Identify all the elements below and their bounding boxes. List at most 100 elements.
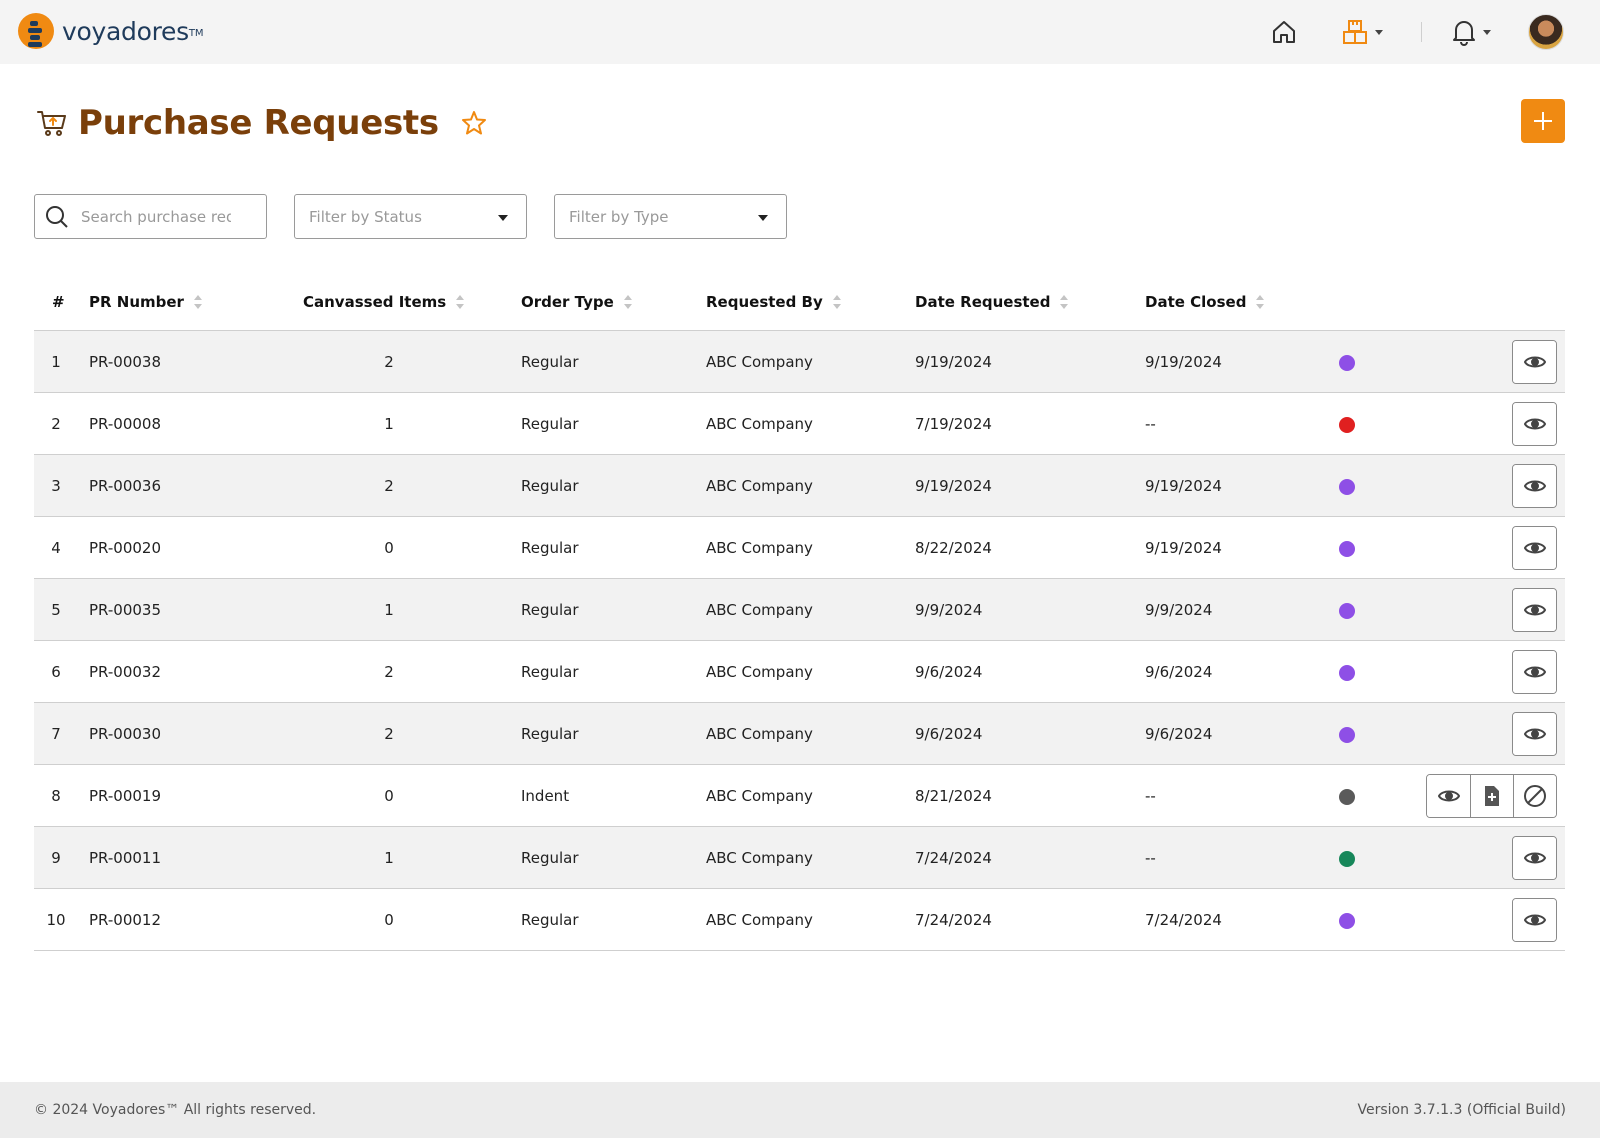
date-closed: -- (1145, 415, 1156, 433)
date-closed: 9/19/2024 (1145, 353, 1222, 371)
bell-icon (1453, 21, 1475, 46)
view-button[interactable] (1513, 713, 1556, 755)
canvassed-items-count: 0 (384, 539, 394, 557)
search-input[interactable] (81, 207, 231, 226)
pr-number: PR-00030 (89, 725, 161, 743)
view-button[interactable] (1513, 341, 1556, 383)
page-title: Purchase Requests (78, 103, 439, 143)
requested-by: ABC Company (706, 911, 813, 929)
search-icon (46, 205, 68, 228)
page-header: Purchase Requests (36, 100, 487, 146)
sort-icon (1256, 295, 1265, 309)
view-button[interactable] (1513, 651, 1556, 693)
row-number: 7 (51, 725, 61, 743)
user-avatar[interactable] (1528, 14, 1564, 50)
view-button[interactable] (1513, 837, 1556, 879)
canvassed-items-count: 2 (384, 663, 394, 681)
cancel-request-button[interactable] (1513, 775, 1556, 817)
pr-number: PR-00011 (89, 849, 161, 867)
eye-icon (1523, 914, 1546, 926)
brand-logo[interactable]: voyadores TM (18, 13, 204, 49)
date-closed: 9/9/2024 (1145, 601, 1213, 619)
file-plus-icon (1485, 786, 1499, 806)
notifications-button[interactable] (1451, 18, 1499, 46)
column-header-date-closed[interactable]: Date Closed (1145, 293, 1265, 311)
lighthouse-logo-icon (18, 13, 54, 49)
dropdown-caret-icon (498, 215, 508, 221)
order-type: Regular (521, 477, 579, 495)
row-number: 9 (51, 849, 61, 867)
table-row: 3 PR-00036 2 Regular ABC Company 9/19/2024 9/1… (34, 455, 1565, 517)
nav-divider (1421, 22, 1422, 42)
view-button[interactable] (1513, 403, 1556, 445)
canvassed-items-count: 2 (384, 477, 394, 495)
date-closed: 9/19/2024 (1145, 477, 1222, 495)
status-filter-select[interactable]: Filter by Status (294, 194, 527, 239)
boxes-menu-button[interactable] (1341, 18, 1389, 46)
column-header-date-requested[interactable]: Date Requested (915, 293, 1069, 311)
status-dot (1339, 665, 1355, 681)
row-number: 3 (51, 477, 61, 495)
sort-icon (456, 295, 465, 309)
chevron-down-icon (1483, 29, 1491, 35)
view-button[interactable] (1427, 775, 1470, 817)
status-dot (1339, 913, 1355, 929)
pr-number: PR-00032 (89, 663, 161, 681)
table-row: 9 PR-00011 1 Regular ABC Company 7/24/2024 -- (34, 827, 1565, 889)
requested-by: ABC Company (706, 415, 813, 433)
view-button[interactable] (1513, 465, 1556, 507)
column-header-order-type[interactable]: Order Type (521, 293, 632, 311)
dropdown-caret-icon (758, 215, 768, 221)
requested-by: ABC Company (706, 787, 813, 805)
footer: © 2024 Voyadores™ All rights reserved. V… (0, 1082, 1600, 1138)
status-dot (1339, 727, 1355, 743)
order-type: Regular (521, 663, 579, 681)
eye-icon (1437, 790, 1460, 802)
column-header-pr-number[interactable]: PR Number (89, 293, 202, 311)
table-row: 5 PR-00035 1 Regular ABC Company 9/9/2024 9/9/… (34, 579, 1565, 641)
chevron-down-icon (1375, 29, 1383, 35)
type-filter-select[interactable]: Filter by Type (554, 194, 787, 239)
home-icon[interactable] (1270, 18, 1298, 46)
brand-trademark: TM (188, 27, 204, 39)
eye-icon (1523, 356, 1546, 368)
row-number: 4 (51, 539, 61, 557)
pr-number: PR-00036 (89, 477, 161, 495)
row-actions (1512, 464, 1557, 508)
status-dot (1339, 355, 1355, 371)
view-button[interactable] (1513, 899, 1556, 941)
table-row: 10 PR-00012 0 Regular ABC Company 7/24/2024 7/… (34, 889, 1565, 951)
cancel-icon (1524, 785, 1546, 807)
requested-by: ABC Company (706, 725, 813, 743)
date-requested: 8/21/2024 (915, 787, 992, 805)
top-navbar: voyadores TM (0, 0, 1600, 64)
add-document-button[interactable] (1470, 775, 1513, 817)
status-dot (1339, 479, 1355, 495)
canvassed-items-count: 1 (384, 601, 394, 619)
canvassed-items-count: 1 (384, 415, 394, 433)
pr-number: PR-00038 (89, 353, 161, 371)
row-number: 1 (51, 353, 61, 371)
date-closed: -- (1145, 787, 1156, 805)
view-button[interactable] (1513, 589, 1556, 631)
date-closed: 9/6/2024 (1145, 725, 1213, 743)
eye-icon (1523, 852, 1546, 864)
eye-icon (1523, 728, 1546, 740)
date-requested: 7/24/2024 (915, 849, 992, 867)
boxes-icon (1343, 20, 1367, 44)
search-field[interactable] (34, 194, 267, 239)
sort-icon (193, 295, 202, 309)
table-row: 8 PR-00019 0 Indent ABC Company 8/21/2024 -- (34, 765, 1565, 827)
column-header-requested-by[interactable]: Requested By (706, 293, 841, 311)
order-type: Regular (521, 539, 579, 557)
pr-number: PR-00008 (89, 415, 161, 433)
column-header-canvassed-items[interactable]: Canvassed Items (303, 293, 465, 311)
shopping-cart-icon (37, 111, 66, 136)
date-requested: 9/6/2024 (915, 725, 983, 743)
add-purchase-request-button[interactable] (1521, 99, 1565, 143)
canvassed-items-count: 0 (384, 787, 394, 805)
pr-number: PR-00035 (89, 601, 161, 619)
view-button[interactable] (1513, 527, 1556, 569)
favorite-star-icon[interactable] (461, 110, 487, 136)
column-header-number: # (52, 293, 65, 311)
